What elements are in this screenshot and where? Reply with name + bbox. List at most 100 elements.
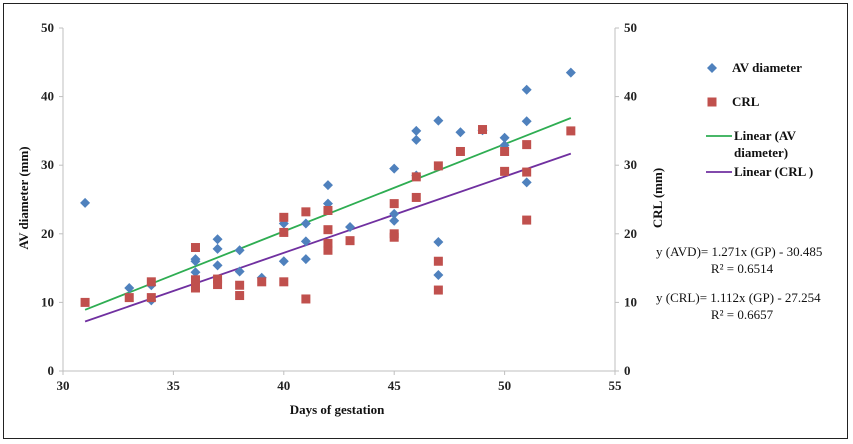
square-point (80, 297, 90, 307)
square-point (433, 285, 443, 295)
x-tick-label: 50 (498, 378, 511, 393)
diamond-point (411, 134, 422, 145)
diamond-point (212, 234, 223, 245)
diamond-point (521, 177, 532, 188)
square-point (433, 256, 443, 266)
diamond-point (190, 256, 201, 267)
diamond-point (389, 215, 400, 226)
square-point (190, 243, 200, 253)
legend-label: Linear (CRL ) (734, 164, 813, 179)
diamond-point (565, 67, 576, 78)
x-tick-label: 55 (609, 378, 623, 393)
y2-tick-label: 30 (624, 157, 637, 172)
square-point (235, 280, 245, 290)
diamond-point (124, 282, 135, 293)
diamond-point (212, 243, 223, 254)
x-axis-label: Days of gestation (290, 402, 385, 417)
x-tick-label: 40 (277, 378, 290, 393)
diamond-point (300, 218, 311, 229)
diamond-point (300, 236, 311, 247)
r-squared-text: R² = 0.6657 (711, 307, 774, 322)
diamond-point (499, 132, 510, 143)
square-point (455, 146, 465, 156)
axes: 0 0 10 10 20 20 30 30 40 40 50 50 30 35 40 45 50 55 (41, 20, 637, 393)
chart-frame (3, 3, 848, 439)
legend-label: AV diameter (732, 60, 802, 75)
trendlines (84, 117, 572, 323)
square-point (323, 245, 333, 255)
square-point (235, 291, 245, 301)
x-tick-label: 30 (57, 378, 70, 393)
y-tick-label: 50 (41, 20, 54, 35)
square-point (301, 294, 311, 304)
legend-diamond-icon (707, 63, 717, 73)
square-point (522, 215, 532, 225)
y-tick-label: 30 (41, 157, 54, 172)
square-point (389, 232, 399, 242)
diamond-point (190, 267, 201, 278)
y-axis-label: AV diameter (mm) (16, 146, 31, 249)
square-point (522, 140, 532, 150)
legend-label: Linear (AV (734, 128, 797, 143)
y2-tick-label: 10 (624, 294, 637, 309)
square-point (345, 236, 355, 246)
y2-tick-label: 40 (624, 89, 637, 104)
square-point (323, 225, 333, 235)
legend: AV diameter CRL Linear (AV diameter) Linear … (706, 60, 813, 179)
diamond-point (278, 256, 289, 267)
y2-axis-label: CRL (mm) (650, 168, 665, 228)
diamond-point (433, 115, 444, 126)
diamond-point (433, 269, 444, 280)
legend-label: CRL (732, 94, 760, 109)
square-point (279, 277, 289, 287)
y-tick-label: 10 (41, 294, 54, 309)
square-point (190, 283, 200, 293)
square-point (146, 277, 156, 287)
square-point (411, 172, 421, 182)
y2-tick-label: 50 (624, 20, 637, 35)
square-point (279, 227, 289, 237)
diamond-point (345, 221, 356, 232)
square-point (124, 293, 134, 303)
equation-text: y (CRL)= 1.112x (GP) - 27.254 (656, 290, 821, 305)
diamond-point (234, 266, 245, 277)
y2-tick-label: 0 (624, 363, 631, 378)
square-point (566, 126, 576, 136)
trendline (84, 152, 572, 323)
square-point (323, 238, 333, 248)
r-squared-text: R² = 0.6514 (711, 261, 774, 276)
diamond-point (389, 208, 400, 219)
y-tick-label: 20 (41, 226, 54, 241)
diamond-point (433, 237, 444, 248)
equation-text: y (AVD)= 1.271x (GP) - 30.485 (656, 244, 822, 259)
square-point (257, 277, 267, 287)
square-point (478, 125, 488, 135)
square-point (500, 146, 510, 156)
x-tick-label: 45 (388, 378, 402, 393)
y2-tick-label: 20 (624, 226, 637, 241)
square-point (190, 275, 200, 285)
square-point (301, 207, 311, 217)
diamond-point (234, 245, 245, 256)
diamond-point (212, 260, 223, 271)
square-point (389, 199, 399, 209)
square-point (522, 167, 532, 177)
square-point (323, 205, 333, 215)
diamond-point (80, 197, 91, 208)
y-tick-label: 40 (41, 89, 54, 104)
square-point (146, 293, 156, 303)
x-tick-label: 35 (167, 378, 181, 393)
square-point (500, 166, 510, 176)
diamond-point (411, 125, 422, 136)
square-point (279, 212, 289, 222)
y-tick-label: 0 (48, 363, 55, 378)
square-point (433, 161, 443, 171)
equation-annotations: y (AVD)= 1.271x (GP) - 30.485 R² = 0.6514… (656, 244, 822, 322)
legend-label: diameter) (734, 145, 788, 160)
square-point (213, 274, 223, 284)
square-point (411, 192, 421, 202)
square-point (213, 280, 223, 290)
diamond-point (521, 116, 532, 127)
data-points (80, 67, 576, 307)
